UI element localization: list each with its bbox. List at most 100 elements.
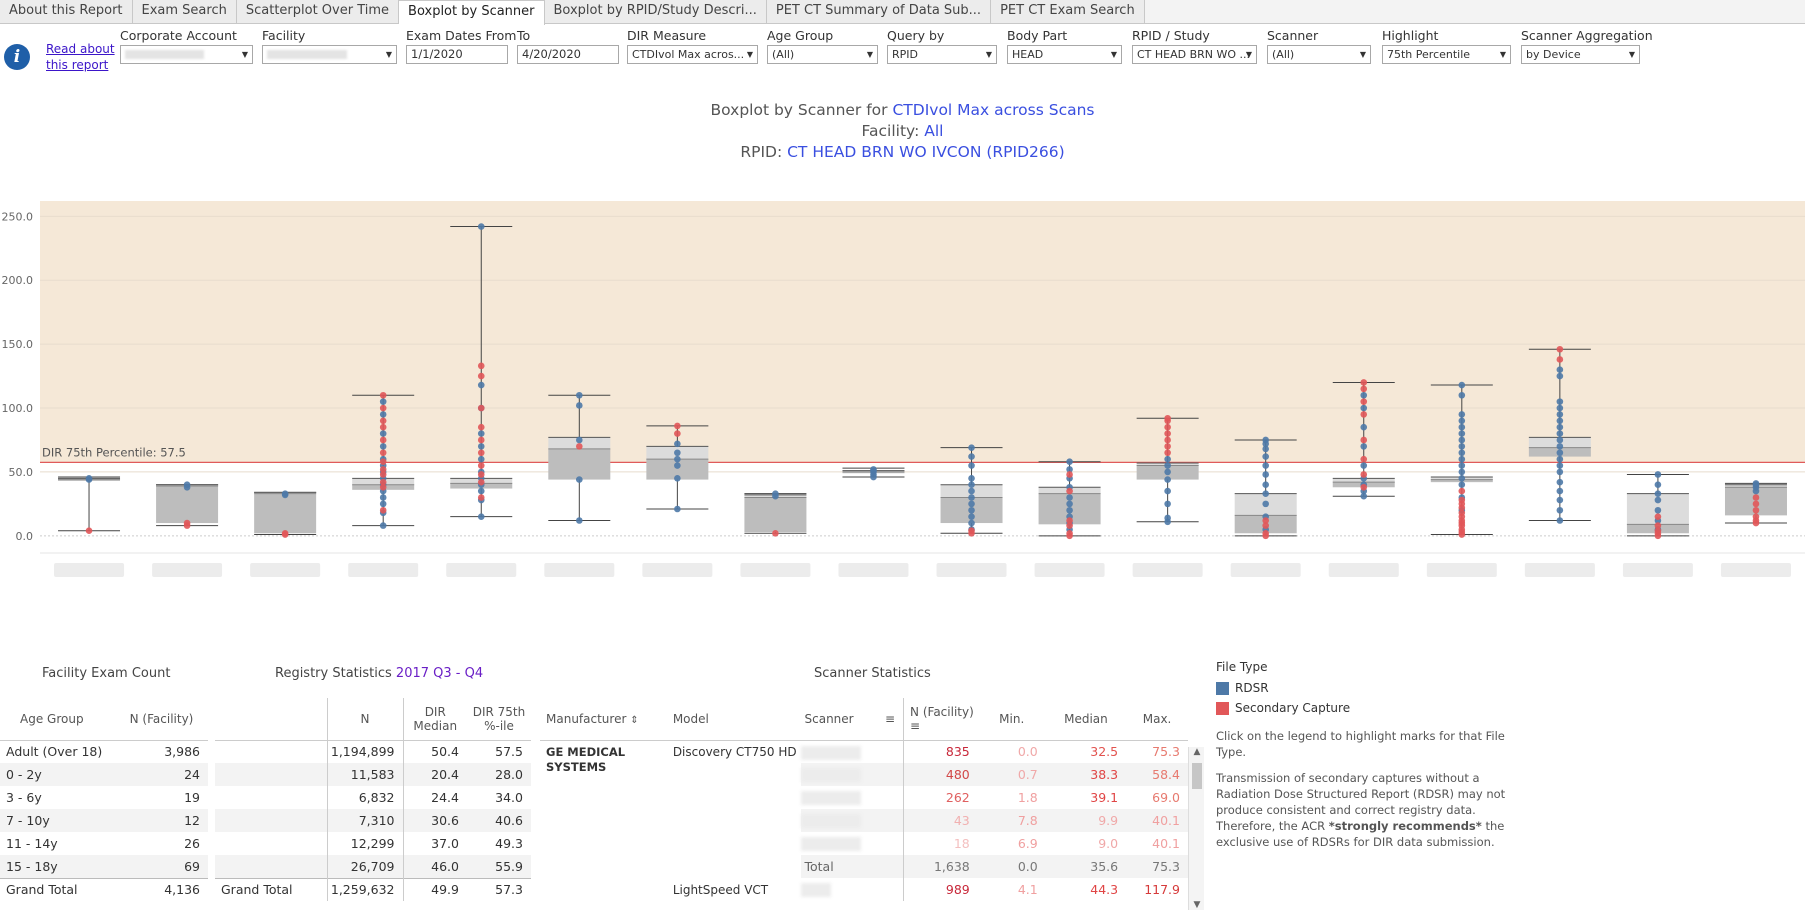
scanner-select[interactable]: (All) ▼ — [1267, 45, 1371, 64]
table-row: 18 6.9 9.0 40.1 — [540, 832, 1188, 855]
redacted-scanner-name — [800, 791, 861, 806]
facility-filter: Facility ▼ — [262, 28, 397, 64]
tab-pet-ct-summary[interactable]: PET CT Summary of Data Sub... — [766, 0, 992, 23]
y-tick-label: 150.0 — [2, 338, 34, 351]
rdsr-point — [1556, 496, 1564, 504]
redacted-scanner-label — [642, 563, 713, 577]
rdsr-point — [1164, 455, 1171, 463]
redacted-scanner-label — [936, 563, 1007, 577]
exam-dates-from-input[interactable]: 1/1/2020 — [406, 45, 508, 64]
tab-pet-ct-exam-search[interactable]: PET CT Exam Search — [991, 0, 1145, 23]
secondary-capture-point — [1262, 522, 1269, 529]
registry-statistics-title: Registry Statistics 2017 Q3 - Q4 — [275, 666, 484, 681]
sort-icon[interactable]: ⇕ — [630, 714, 639, 726]
rpid-study-select[interactable]: CT HEAD BRN WO ... ▼ — [1132, 45, 1257, 64]
redacted-scanner-label — [1034, 563, 1105, 577]
rdsr-point — [1556, 411, 1564, 418]
secondary-capture-point — [477, 436, 485, 444]
rdsr-point — [674, 455, 681, 463]
exam-dates-to-input[interactable]: 4/20/2020 — [517, 45, 619, 64]
rdsr-point — [968, 481, 975, 489]
secondary-capture-point — [477, 423, 485, 431]
rdsr-point — [1556, 417, 1564, 425]
registry-statistics-table: N DIR Median DIR 75th %-ile 1,194,899 50.… — [215, 698, 531, 901]
rdsr-point — [379, 411, 387, 418]
box-lower — [744, 497, 807, 532]
table-row: 26,709 46.0 55.9 — [215, 855, 531, 878]
rdsr-point — [1360, 423, 1368, 431]
facility-select[interactable]: ▼ — [262, 45, 397, 64]
rdsr-point — [1458, 462, 1466, 469]
body-part-select[interactable]: HEAD ▼ — [1007, 45, 1122, 64]
legend-title: File Type — [1216, 660, 1268, 674]
tab-boxplot-by-rpid[interactable]: Boxplot by RPID/Study Descri... — [544, 0, 767, 23]
column-header: DIR 75th %-ile — [472, 704, 526, 733]
dir-measure-select[interactable]: CTDIvol Max acros... ▼ — [627, 45, 758, 64]
scanner-aggregation-select[interactable]: by Device ▼ — [1521, 45, 1640, 64]
tab-exam-search[interactable]: Exam Search — [132, 0, 237, 23]
scanner-table-scrollbar[interactable]: ▲ ▼ — [1188, 747, 1204, 910]
scanner-filter: Scanner (All) ▼ — [1267, 28, 1371, 64]
secondary-capture-point — [674, 430, 681, 437]
secondary-capture-point — [477, 449, 485, 457]
column-header: Min. — [999, 711, 1025, 726]
secondary-capture-point — [379, 436, 387, 444]
legend-item-rdsr[interactable]: RDSR — [1216, 678, 1506, 698]
table-row: 480 0.7 38.3 58.4 — [540, 763, 1188, 786]
chevron-down-icon: ▼ — [385, 50, 392, 59]
sort-icon[interactable]: ≡ — [910, 718, 921, 733]
box-lower — [548, 448, 611, 480]
chevron-down-icon: ▼ — [866, 50, 873, 59]
legend-item-secondary-capture[interactable]: Secondary Capture — [1216, 698, 1506, 718]
redacted-scanner-label — [152, 563, 223, 577]
tab-about-this-report[interactable]: About this Report — [0, 0, 133, 23]
scroll-down-icon[interactable]: ▼ — [1193, 900, 1201, 910]
rpid-study-filter: RPID / Study CT HEAD BRN WO ... ▼ — [1132, 28, 1257, 64]
tab-boxplot-by-scanner[interactable]: Boxplot by Scanner — [399, 0, 545, 25]
box-lower — [646, 459, 709, 480]
secondary-capture-point — [576, 443, 583, 450]
read-about-report-link[interactable]: Read about this report — [46, 42, 115, 72]
tab-scatterplot-over-time[interactable]: Scatterplot Over Time — [236, 0, 400, 23]
scanner-statistics-table: Manufacturer ⇕ Model Scanner ≡ N (Facili… — [540, 698, 1188, 901]
rdsr-point — [1654, 490, 1662, 497]
facility-exam-count-table: Age Group N (Facility) Adult (Over 18) 3,… — [0, 698, 208, 901]
rdsr-point — [968, 487, 975, 495]
rdsr-point — [183, 481, 191, 489]
table-row: 12,299 37.0 49.3 — [215, 832, 531, 855]
rdsr-point — [1458, 411, 1466, 418]
sort-icon[interactable]: ≡ — [884, 711, 896, 726]
secondary-capture-point — [1752, 506, 1760, 514]
filter-label: Facility — [262, 28, 306, 43]
rdsr-point — [1066, 466, 1073, 473]
query-by-select[interactable]: RPID ▼ — [887, 45, 997, 64]
secondary-capture-point — [477, 494, 485, 501]
secondary-capture-point — [379, 391, 387, 399]
rdsr-point — [1556, 398, 1564, 405]
column-header[interactable]: Scanner ≡ — [800, 698, 905, 740]
secondary-capture-point — [1164, 436, 1171, 444]
exam-dates-to-filter: To 4/20/2020 — [517, 28, 619, 64]
column-header[interactable]: N (Facility) ≡ — [910, 704, 974, 733]
filter-label: DIR Measure — [627, 28, 707, 43]
secondary-capture-point — [1752, 494, 1760, 501]
redacted-scanner-name — [800, 837, 861, 852]
corporate-account-select[interactable]: ▼ — [120, 45, 253, 64]
chevron-down-icon: ▼ — [1359, 50, 1366, 59]
highlight-select[interactable]: 75th Percentile ▼ — [1382, 45, 1511, 64]
column-header: DIR Median — [413, 704, 458, 733]
secondary-capture-point — [1654, 527, 1662, 535]
info-icon[interactable]: i — [4, 44, 30, 70]
y-tick-label: 100.0 — [2, 402, 34, 415]
manufacturer-cell: GE MEDICAL SYSTEMS — [546, 744, 626, 774]
rdsr-point — [1458, 443, 1466, 450]
scroll-up-icon[interactable]: ▲ — [1193, 747, 1201, 757]
column-header[interactable]: Manufacturer ⇕ — [546, 711, 639, 726]
age-group-select[interactable]: (All) ▼ — [767, 45, 878, 64]
filter-label: Query by — [887, 28, 945, 43]
column-header: N — [327, 698, 404, 740]
rdsr-point — [1556, 430, 1564, 437]
scrollbar-thumb[interactable] — [1192, 763, 1202, 789]
secondary-capture-point — [477, 372, 485, 380]
secondary-capture-point — [1066, 487, 1073, 495]
